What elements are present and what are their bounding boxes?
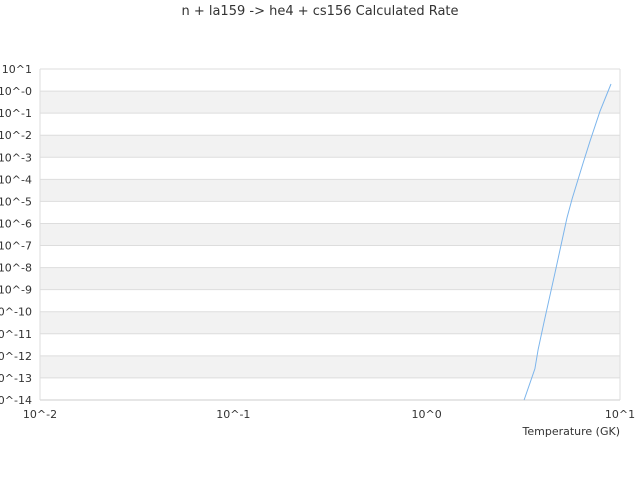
grid-band bbox=[40, 179, 620, 202]
grid-band bbox=[40, 355, 620, 378]
y-tick-label: 10^-8 bbox=[0, 262, 32, 275]
y-tick-label: 10^-4 bbox=[0, 173, 32, 186]
grid-band bbox=[40, 223, 620, 246]
y-tick-label: 10^-10 bbox=[0, 306, 32, 319]
x-tick-label: 10^1 bbox=[605, 408, 635, 421]
y-tick-label: 10^-0 bbox=[0, 85, 32, 98]
y-tick-label: 10^-7 bbox=[0, 240, 32, 253]
rate-series-line bbox=[523, 83, 612, 401]
y-tick-label: 10^1 bbox=[2, 63, 32, 76]
y-tick-label: 10^-2 bbox=[0, 129, 32, 142]
y-tick-label: 10^-1 bbox=[0, 107, 32, 120]
y-tick-label: 10^-13 bbox=[0, 372, 32, 385]
grid-band bbox=[40, 311, 620, 334]
x-tick-label: 10^0 bbox=[412, 408, 442, 421]
y-tick-label: 10^-14 bbox=[0, 394, 32, 407]
x-tick-label: 10^-1 bbox=[216, 408, 250, 421]
chart-title: n + la159 -> he4 + cs156 Calculated Rate bbox=[181, 4, 459, 19]
x-axis-label: Temperature (GK) bbox=[522, 425, 621, 438]
y-tick-label: 10^-3 bbox=[0, 151, 32, 164]
grid-band bbox=[40, 267, 620, 290]
y-tick-label: 10^-6 bbox=[0, 217, 32, 230]
x-tick-label: 10^-2 bbox=[23, 408, 57, 421]
grid-band bbox=[40, 91, 620, 114]
y-tick-label: 10^-9 bbox=[0, 284, 32, 297]
y-tick-label: 10^-5 bbox=[0, 195, 32, 208]
y-tick-label: 10^-11 bbox=[0, 328, 32, 341]
y-tick-label: 10^-12 bbox=[0, 350, 32, 363]
grid-band bbox=[40, 135, 620, 158]
